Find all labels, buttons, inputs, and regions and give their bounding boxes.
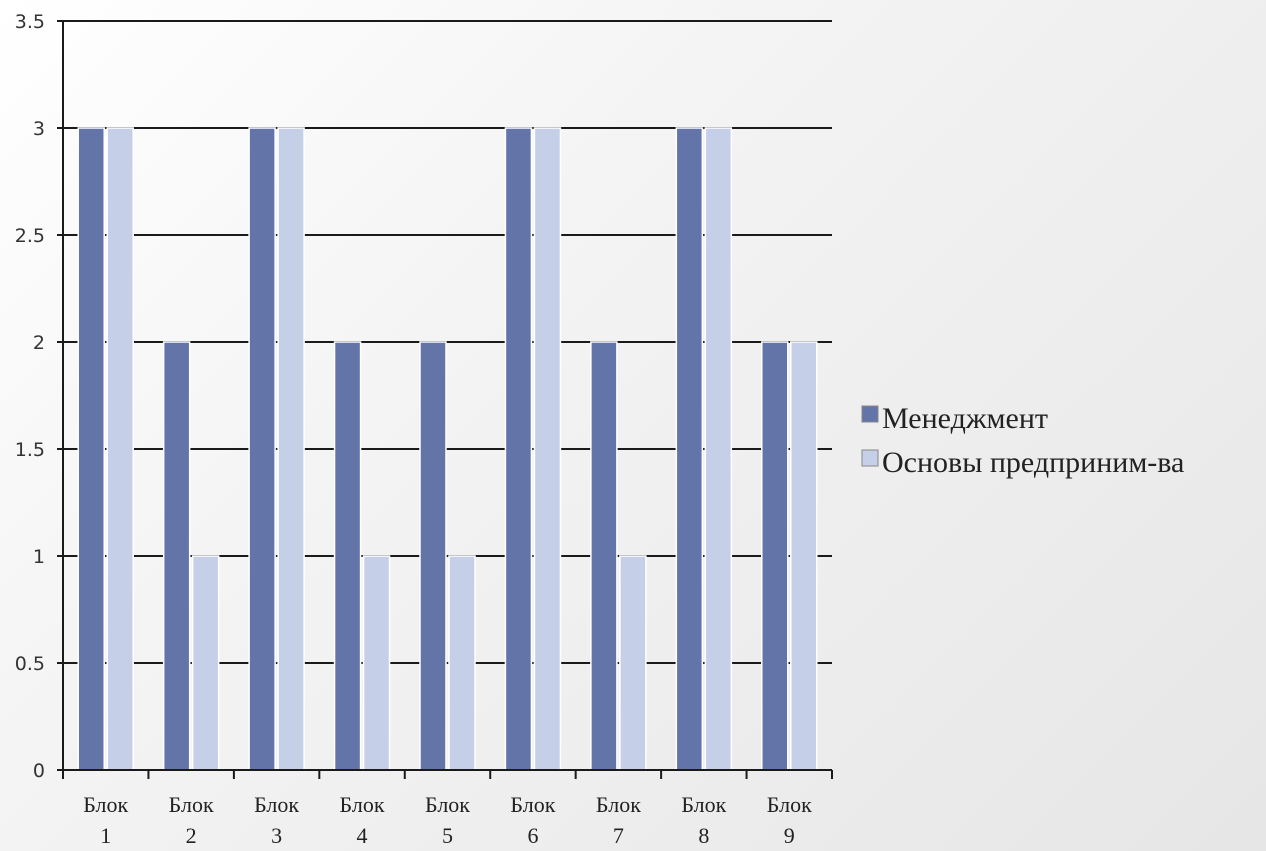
legend-swatch-2 bbox=[861, 449, 879, 467]
x-tick-label-line1: Блок bbox=[510, 792, 555, 817]
x-tick-label-line1: Блок bbox=[767, 792, 812, 817]
x-tick-label-line2: 9 bbox=[784, 823, 795, 848]
x-tick-label-line1: Блок bbox=[425, 792, 470, 817]
x-tick-label-line2: 2 bbox=[186, 823, 197, 848]
x-tick-label-line2: 6 bbox=[527, 823, 538, 848]
y-tick-label: 3 bbox=[33, 118, 45, 140]
bar-series-2-cat-6 bbox=[533, 127, 562, 771]
bar-series-2-cat-3 bbox=[277, 127, 305, 771]
x-tick-label-line2: 8 bbox=[698, 823, 709, 848]
y-tick-label: 1 bbox=[33, 546, 45, 568]
legend-label-1: Менеджмент bbox=[882, 402, 1048, 435]
bar-series-2-cat-4 bbox=[362, 555, 391, 771]
y-tick-label: 1.5 bbox=[15, 439, 45, 461]
x-tick-label-line2: 4 bbox=[357, 823, 368, 848]
y-tick-label: 2.5 bbox=[15, 225, 45, 247]
x-tick-label-line1: Блок bbox=[169, 792, 214, 817]
bar-series-2-cat-5 bbox=[448, 555, 476, 771]
bar-series-1-cat-1 bbox=[77, 127, 105, 771]
x-tick-label-line2: 7 bbox=[613, 823, 624, 848]
bar-series-1-cat-7 bbox=[590, 341, 618, 771]
x-tick-label-line1: Блок bbox=[681, 792, 726, 817]
x-tick-label-line1: Блок bbox=[596, 792, 641, 817]
x-tick-label-line2: 3 bbox=[271, 823, 282, 848]
bar-series-1-cat-4 bbox=[333, 341, 362, 771]
bar-series-1-cat-6 bbox=[504, 127, 533, 771]
bar-series-1-cat-2 bbox=[162, 341, 191, 771]
y-tick-label: 3.5 bbox=[15, 11, 45, 33]
bar-series-2-cat-9 bbox=[790, 341, 818, 771]
legend-label-2: Основы предприним-ва bbox=[882, 446, 1184, 479]
bars bbox=[77, 127, 818, 771]
bar-series-1-cat-8 bbox=[675, 127, 704, 771]
bar-series-1-cat-5 bbox=[419, 341, 447, 771]
bar-series-2-cat-8 bbox=[704, 127, 733, 771]
bar-series-1-cat-3 bbox=[248, 127, 276, 771]
x-tick-label-line2: 5 bbox=[442, 823, 453, 848]
legend-swatch-1 bbox=[861, 405, 879, 423]
y-tick-label: 2 bbox=[33, 332, 45, 354]
x-tick-label-line1: Блок bbox=[83, 792, 128, 817]
y-tick-label: 0 bbox=[33, 760, 45, 782]
legend: Менеджмент Основы предприним-ва bbox=[861, 402, 1184, 479]
x-tick-label-line1: Блок bbox=[254, 792, 299, 817]
x-tick-label-line2: 1 bbox=[100, 823, 111, 848]
bar-series-2-cat-1 bbox=[106, 127, 134, 771]
x-tick-label-line1: Блок bbox=[340, 792, 385, 817]
bar-series-2-cat-7 bbox=[619, 555, 647, 771]
y-tick-label: 0.5 bbox=[15, 653, 45, 675]
axes: 0 0.5 1 1.5 2 2.5 3 3.5 Блок 1 Блок 2 Блок 3 Блок 4 Блок… bbox=[15, 11, 833, 848]
grid-lines bbox=[63, 20, 832, 664]
bar-series-2-cat-2 bbox=[191, 555, 220, 771]
bar-series-1-cat-9 bbox=[761, 341, 789, 771]
